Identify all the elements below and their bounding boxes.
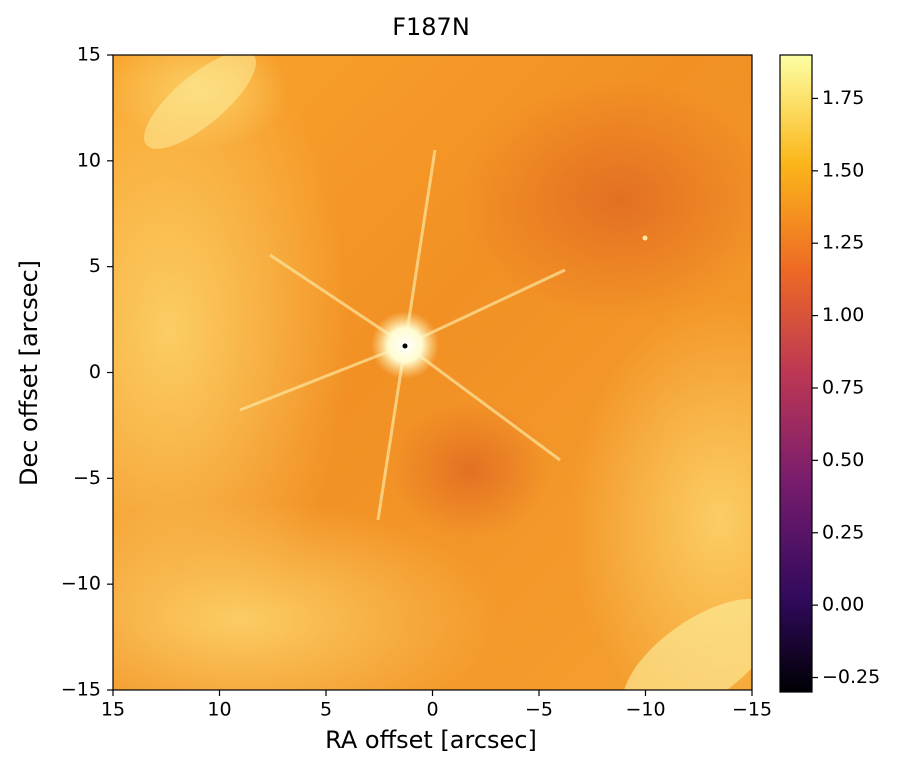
x-tick-label: −10	[625, 699, 665, 721]
y-tick-label: −15	[61, 679, 101, 701]
colorbar-tick-label: 0.25	[822, 521, 864, 543]
colorbar-tick-label: 0.75	[822, 376, 864, 398]
x-axis-label: RA offset [arcsec]	[325, 726, 537, 754]
x-tick-label: 15	[101, 699, 125, 721]
colorbar-tick-label: 0.50	[822, 449, 864, 471]
x-tick-label: −15	[732, 699, 772, 721]
colorbar	[779, 54, 813, 693]
colorbar-tick-label: 1.25	[822, 232, 864, 254]
y-tick-label: 5	[89, 255, 101, 277]
y-axis-label: Dec offset [arcsec]	[15, 260, 43, 486]
colorbar-tick-label: 1.75	[822, 87, 864, 109]
y-tick-label: −5	[73, 467, 101, 489]
colorbar-tick-label: 1.50	[822, 159, 864, 181]
y-tick-label: 10	[77, 149, 101, 171]
x-tick-label: 5	[320, 699, 332, 721]
x-tick-label: 10	[207, 699, 231, 721]
y-tick-label: 0	[89, 361, 101, 383]
colorbar-tick-label: 0.00	[822, 594, 864, 616]
x-tick-label: −5	[525, 699, 553, 721]
chart-title: F187N	[392, 13, 470, 41]
y-tick-label: −10	[61, 573, 101, 595]
y-tick-label: 15	[77, 44, 101, 66]
x-tick-label: 0	[426, 699, 438, 721]
colorbar-tick-label: 1.00	[822, 304, 864, 326]
image	[113, 55, 752, 690]
colorbar-tick-label: −0.25	[822, 666, 880, 688]
